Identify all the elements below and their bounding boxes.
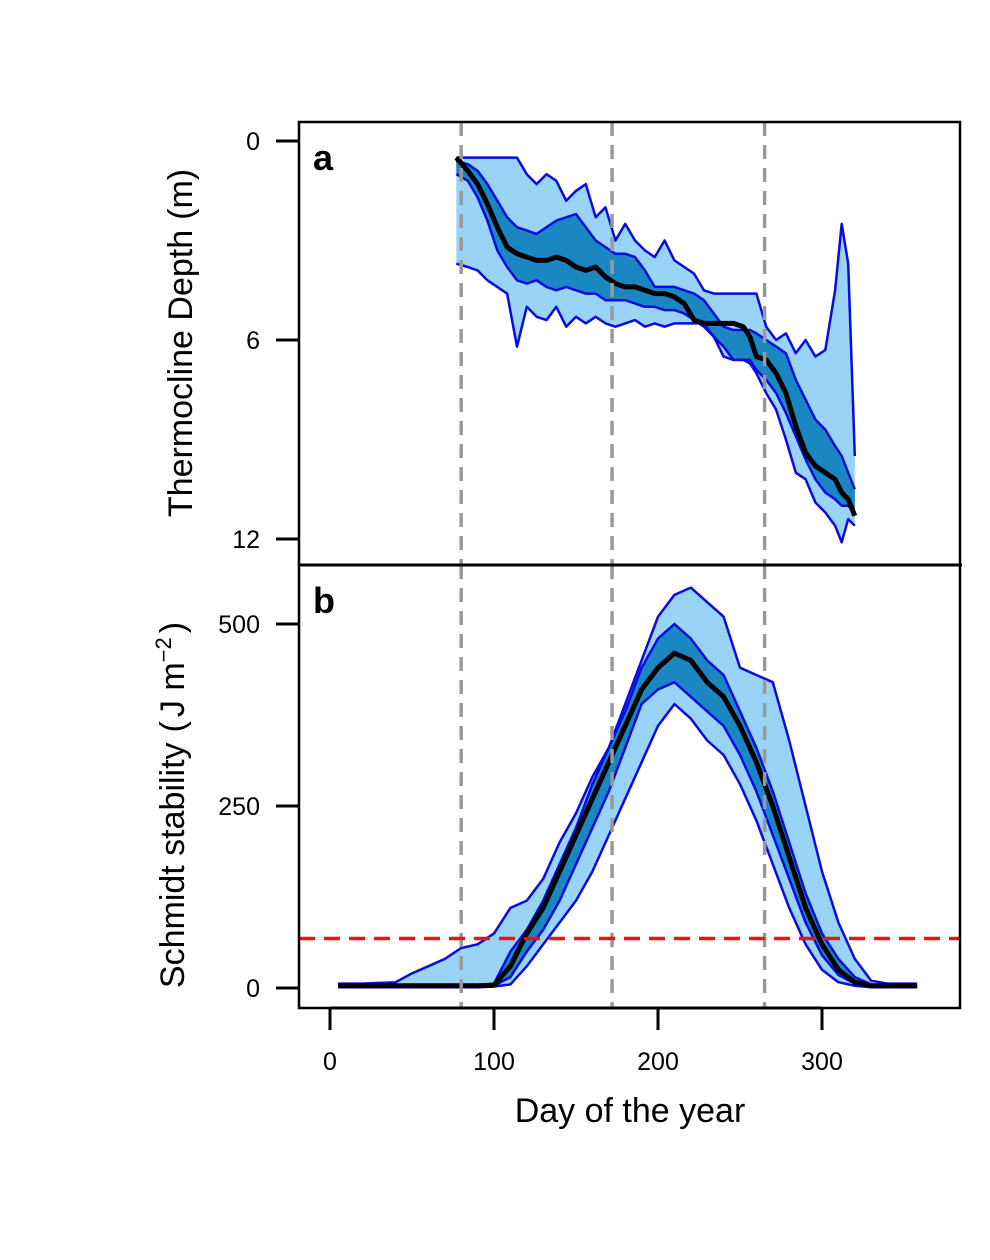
panel-b-x-axis: 0 100 200 300 [323,1006,843,1076]
band-edge-inner-lower [455,173,856,514]
x-tick-label: 0 [323,1048,337,1076]
x-tick-label: 100 [473,1048,515,1076]
panel-a-y-axis: 0 6 12 [232,128,299,554]
y-tick-label: 250 [218,793,260,821]
inner-band [456,160,855,513]
panel-b-label: b [313,580,335,621]
panel-b-plot-area [299,565,960,1008]
band-edge-outer-upper [456,156,857,457]
panel-a-label: a [313,137,334,178]
panel-a-frame [297,120,962,567]
y-tick-label: 0 [246,128,260,156]
band-edge-inner-upper [455,159,856,490]
y-tick-label: 6 [246,327,260,355]
panel-b-y-axis-title-open: ( [154,720,192,732]
y-tick-label: 0 [246,975,260,1003]
y-tick-label: 12 [232,526,260,554]
median-line [338,650,918,989]
y-tick-label: 500 [218,611,260,639]
panel-b-y-axis-title-close: ) [154,622,192,633]
panel-a-y-axis-title: Thermocline Depth (m) [162,169,200,517]
x-axis-title: Day of the year [515,1092,746,1130]
median-line [454,155,858,517]
panel-b-y-axis: 0 250 500 [218,611,299,1003]
band-edge-outer-lower [455,262,856,544]
panel-b-y-axis-title-exponent: −2 [151,637,176,662]
band-edge-outer-upper [338,586,918,985]
panel-b-y-axis-title-unit: J m [154,662,192,717]
x-tick-label: 300 [801,1048,843,1076]
panel-b-y-axis-title-text: Schmidt stability [154,742,192,988]
outer-band [338,587,918,988]
x-tick-label: 200 [637,1048,679,1076]
panel-b: 0 250 500 0 100 200 300 b Schmidt stability ( J… [151,563,962,1130]
panel-a: 0 6 12 a Thermocline Depth (m) [162,120,962,567]
panel-a-y-axis-title-unit: (m) [162,169,200,220]
panel-a-plot-area [454,122,858,565]
panel-b-y-axis-title: Schmidt stability ( J m−2) [151,622,192,988]
panel-a-y-axis-title-text: Thermocline Depth [162,230,200,517]
